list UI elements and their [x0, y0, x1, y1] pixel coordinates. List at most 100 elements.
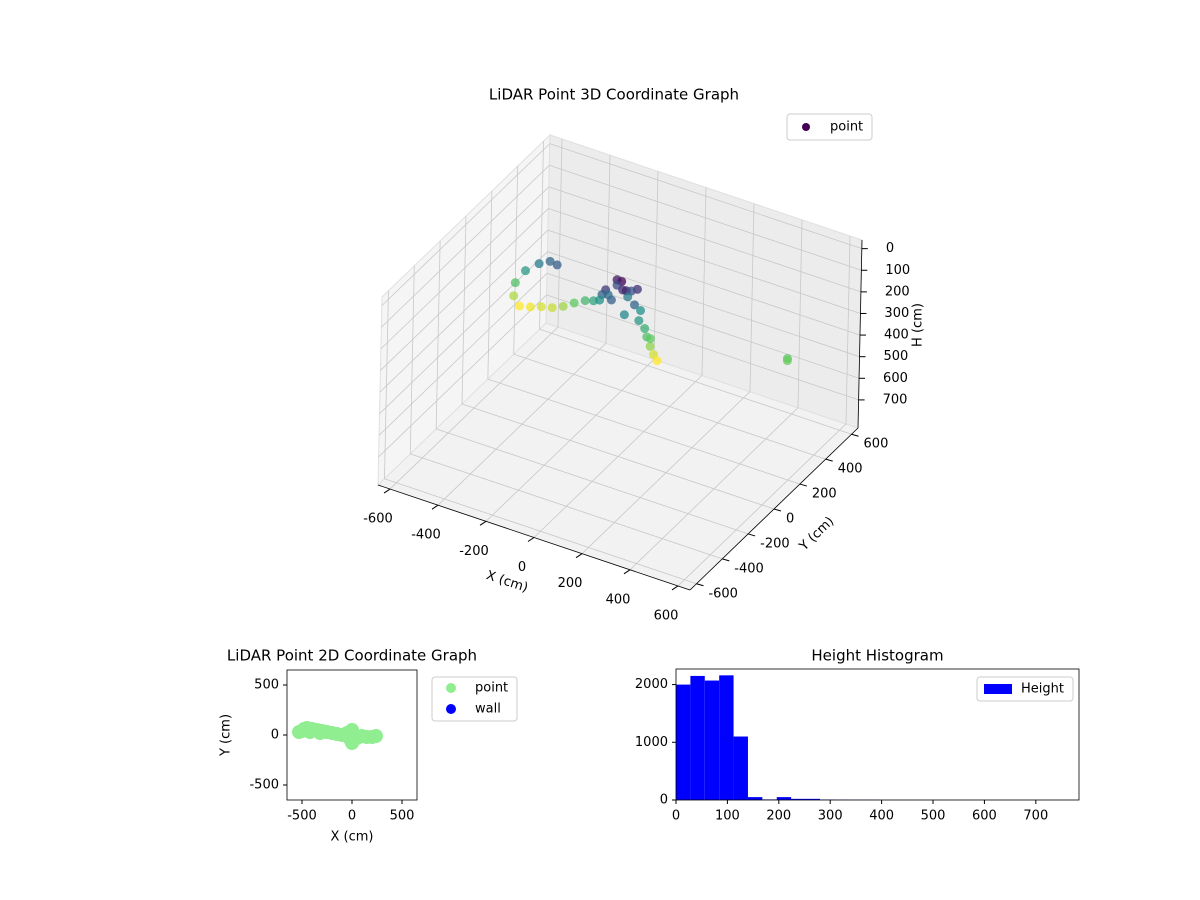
x-tick-label: -500: [287, 809, 317, 824]
z-tick-label: 200: [885, 284, 910, 299]
z-tick-label: 600: [883, 371, 908, 386]
grid-line: [378, 294, 547, 458]
grid-line: [549, 143, 862, 250]
bar: [747, 797, 763, 800]
grid-line: [380, 186, 550, 350]
grid-line: [435, 240, 441, 429]
point: [782, 356, 792, 366]
z-axis-label: H (cm): [911, 303, 926, 347]
grid-line: [539, 141, 544, 330]
tick-mark: [696, 583, 704, 587]
z-tick-label: 100: [885, 263, 910, 278]
grid-line: [513, 353, 826, 460]
z-tick-label: 400: [884, 328, 909, 343]
point: [536, 302, 546, 312]
tick-mark: [431, 504, 439, 510]
point: [595, 295, 605, 305]
grid-line: [557, 139, 563, 328]
tick-mark: [527, 537, 535, 542]
grid-line: [381, 143, 551, 306]
x-tick-label: 200: [766, 809, 791, 824]
x-tick-label: 500: [390, 809, 415, 824]
legend-box: [976, 676, 1074, 702]
y-tick-label: 0: [271, 728, 279, 743]
legend-marker: [446, 704, 456, 714]
point: [552, 260, 562, 270]
x-tick-label: 500: [921, 809, 946, 824]
bar: [704, 680, 720, 800]
grid-line: [547, 229, 861, 336]
x-axis-line: [377, 484, 691, 591]
bar: [690, 675, 705, 800]
point: [514, 301, 524, 311]
tick-mark: [851, 433, 859, 437]
y-tick-label: -400: [734, 561, 764, 576]
grid-line: [487, 191, 493, 380]
y-tick-label: 1000: [635, 735, 668, 750]
grid-line: [384, 478, 697, 585]
point: [510, 278, 520, 288]
point: [640, 324, 650, 334]
legend-label: Height: [1021, 682, 1064, 697]
legend-box: [786, 113, 873, 141]
tick-mark: [722, 558, 730, 562]
y-axis-label: Y (cm): [219, 714, 234, 757]
point: [534, 259, 544, 269]
x-tick-label: 200: [558, 576, 583, 591]
tick-mark: [479, 520, 487, 526]
point: [569, 298, 579, 308]
x-tick-label: 0: [672, 809, 680, 824]
grid-line: [381, 164, 550, 328]
legend-box: [431, 676, 518, 722]
legend-label: wall: [475, 702, 501, 717]
grid-line: [548, 186, 862, 293]
chart-title: Height Histogram: [811, 647, 943, 665]
axes-frame: [675, 668, 1080, 801]
tick-mark: [623, 569, 631, 575]
x-tick-label: 100: [715, 809, 740, 824]
tick-mark: [825, 458, 833, 462]
grid-line: [701, 187, 707, 376]
y-tick-label: -500: [249, 778, 279, 793]
tick-mark: [671, 585, 679, 591]
grid-line: [379, 229, 549, 393]
point: [369, 729, 383, 743]
point: [636, 306, 646, 316]
z-axis-line: [857, 239, 863, 429]
point: [545, 256, 555, 266]
tick-mark: [799, 483, 807, 487]
y-tick-label: 400: [838, 462, 863, 477]
legend-label: point: [830, 120, 863, 135]
bar: [791, 798, 806, 800]
z-tick-label: 700: [883, 392, 908, 407]
bar: [719, 675, 734, 800]
x-tick-label: -600: [363, 512, 393, 527]
bar: [676, 684, 691, 800]
chart-title: LiDAR Point 3D Coordinate Graph: [489, 86, 739, 104]
grid-line: [605, 155, 611, 344]
tick-mark: [748, 533, 756, 537]
grid-line: [461, 403, 775, 510]
tick-mark: [575, 553, 583, 559]
y-tick-label: -600: [708, 586, 738, 601]
grid-line: [436, 428, 749, 535]
y-tick-label: 2000: [635, 677, 668, 692]
grid-line: [384, 290, 389, 479]
chart-title: LiDAR Point 2D Coordinate Graph: [227, 647, 477, 665]
point: [558, 301, 568, 311]
x-tick-label: 0: [348, 809, 356, 824]
point: [520, 266, 530, 276]
bar: [733, 736, 748, 800]
grid-line: [410, 453, 723, 560]
y-tick-label: 600: [864, 437, 889, 452]
point: [509, 291, 519, 301]
point: [623, 292, 633, 302]
x-tick-label: 300: [818, 809, 843, 824]
y-tick-label: 0: [660, 793, 668, 808]
grid-line: [548, 208, 861, 314]
grid-line: [513, 166, 519, 355]
grid-line: [487, 378, 800, 485]
grid-line: [547, 251, 860, 358]
point: [313, 726, 327, 740]
point: [645, 334, 655, 344]
